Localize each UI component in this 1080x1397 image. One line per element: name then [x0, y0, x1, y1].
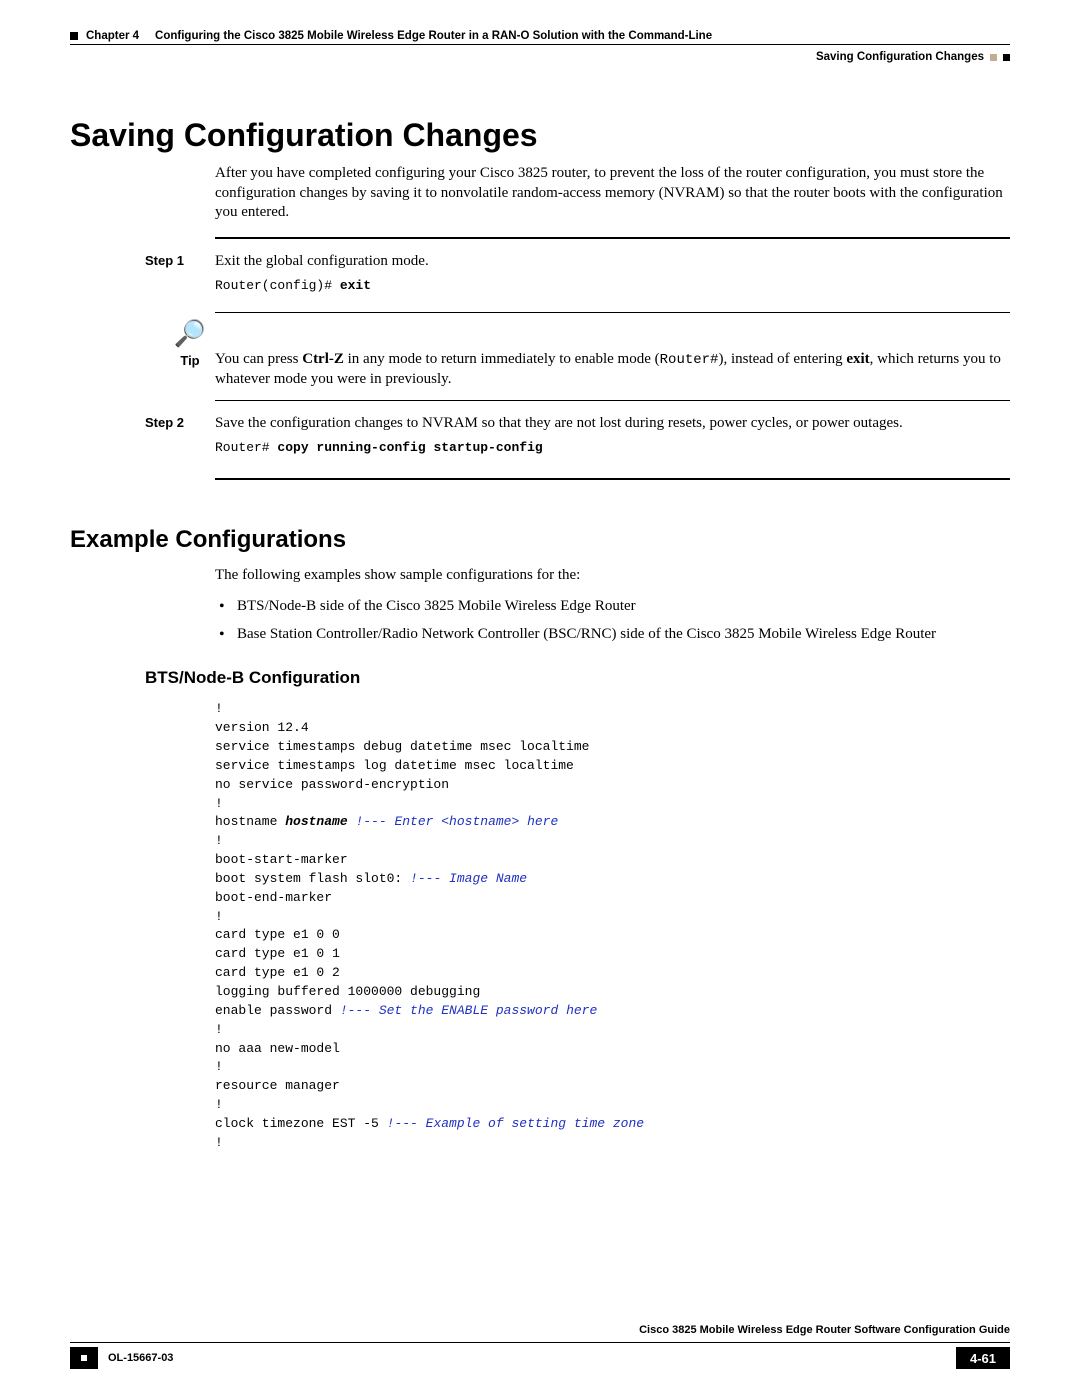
footer-doc-id: OL-15667-03	[98, 1352, 956, 1364]
rule-before-tip	[215, 312, 1010, 313]
cfg-l5: no service password-encryption	[215, 777, 449, 792]
cfg-l10b: !--- Image Name	[402, 871, 527, 886]
h2-example-configs: Example Configurations	[70, 526, 1010, 554]
page-header: Chapter 4 Configuring the Cisco 3825 Mob…	[70, 30, 1010, 44]
step-1-code-prompt: Router(config)#	[215, 278, 340, 293]
tip-text-1: You can press	[215, 351, 302, 367]
footer-bar: OL-15667-03 4-61	[70, 1347, 1010, 1369]
tip-kbd: Ctrl-Z	[302, 351, 344, 367]
cfg-l17b: !--- Set the ENABLE password here	[340, 1003, 597, 1018]
cfg-l7b: hostname	[285, 814, 347, 829]
tip-icon-column: 🔍 Tip	[165, 321, 215, 368]
tip-inline-code: Router#	[660, 352, 719, 368]
footer-guide-title: Cisco 3825 Mobile Wireless Edge Router S…	[70, 1324, 1010, 1336]
step-2-text: Save the configuration changes to NVRAM …	[215, 413, 1010, 433]
tip-label: Tip	[180, 353, 199, 368]
step-2-code-cmd: copy running-config startup-config	[277, 440, 542, 455]
cfg-l14: card type e1 0 1	[215, 946, 340, 961]
cfg-l9: boot-start-marker	[215, 852, 348, 867]
rule-after-steps	[215, 478, 1010, 480]
h3-bts-config: BTS/Node-B Configuration	[145, 668, 1010, 688]
step-2-code: Router# copy running-config startup-conf…	[215, 439, 1010, 458]
rule-after-tip	[215, 400, 1010, 401]
cfg-l10a: boot system flash slot0:	[215, 871, 402, 886]
rule-before-steps	[215, 237, 1010, 239]
step-2-code-prompt: Router#	[215, 440, 277, 455]
cfg-l7a: hostname	[215, 814, 285, 829]
config-listing: ! version 12.4 service timestamps debug …	[215, 700, 1010, 1152]
step-1-code-cmd: exit	[340, 278, 371, 293]
cfg-l22: !	[215, 1097, 223, 1112]
cfg-l11: boot-end-marker	[215, 890, 332, 905]
cfg-l12: !	[215, 909, 223, 924]
chapter-title: Configuring the Cisco 3825 Mobile Wirele…	[155, 30, 712, 42]
cfg-l2: version 12.4	[215, 720, 309, 735]
cfg-l16: logging buffered 1000000 debugging	[215, 984, 480, 999]
tip-exit-bold: exit	[846, 351, 869, 367]
step-2: Step 2 Save the configuration changes to…	[145, 413, 1010, 464]
chapter-label: Chapter 4	[86, 30, 139, 42]
magnifier-icon: 🔍	[174, 321, 206, 347]
cfg-l6: !	[215, 796, 223, 811]
cfg-l7c: !--- Enter <hostname> here	[348, 814, 559, 829]
cfg-l18: !	[215, 1022, 223, 1037]
step-1-body: Exit the global configuration mode. Rout…	[215, 251, 1010, 302]
cfg-l17a: enable password	[215, 1003, 340, 1018]
step-1-text: Exit the global configuration mode.	[215, 251, 1010, 271]
step-1: Step 1 Exit the global configuration mod…	[145, 251, 1010, 302]
intro-paragraph: After you have completed configuring you…	[215, 164, 1010, 223]
examples-bullets: BTS/Node-B side of the Cisco 3825 Mobile…	[215, 597, 1010, 644]
examples-intro: The following examples show sample confi…	[215, 566, 1010, 586]
step-2-body: Save the configuration changes to NVRAM …	[215, 413, 1010, 464]
section-title-right: Saving Configuration Changes	[816, 51, 984, 63]
bullet-1: BTS/Node-B side of the Cisco 3825 Mobile…	[215, 597, 1010, 617]
step-2-label: Step 2	[145, 413, 215, 464]
tip-block: 🔍 Tip You can press Ctrl-Z in any mode t…	[165, 321, 1010, 390]
tip-body: You can press Ctrl-Z in any mode to retu…	[215, 321, 1010, 390]
step-1-code: Router(config)# exit	[215, 277, 1010, 296]
footer-left-block	[70, 1347, 98, 1369]
cfg-l23b: !--- Example of setting time zone	[387, 1116, 644, 1131]
footer-dot-icon	[81, 1355, 87, 1361]
header-square-icon	[70, 32, 78, 40]
h1-saving-config: Saving Configuration Changes	[70, 117, 1010, 154]
footer-rule	[70, 1342, 1010, 1343]
cfg-l19: no aaa new-model	[215, 1041, 340, 1056]
tip-text-2: in any mode to return immediately to ena…	[344, 351, 660, 367]
page-footer: Cisco 3825 Mobile Wireless Edge Router S…	[70, 1324, 1010, 1369]
cfg-l21: resource manager	[215, 1078, 340, 1093]
cfg-l4: service timestamps log datetime msec loc…	[215, 758, 574, 773]
cfg-l13: card type e1 0 0	[215, 927, 340, 942]
step-1-label: Step 1	[145, 251, 215, 302]
cfg-l3: service timestamps debug datetime msec l…	[215, 739, 589, 754]
cfg-l15: card type e1 0 2	[215, 965, 340, 980]
cfg-l1: !	[215, 701, 223, 716]
footer-page-number: 4-61	[956, 1347, 1010, 1369]
cfg-l23a: clock timezone EST -5	[215, 1116, 387, 1131]
cfg-l20: !	[215, 1059, 223, 1074]
bullet-2: Base Station Controller/Radio Network Co…	[215, 625, 1010, 645]
subheader-square-light-icon	[990, 54, 997, 61]
subheader-square-dark-icon	[1003, 54, 1010, 61]
tip-text-3: ), instead of entering	[718, 351, 846, 367]
cfg-l8: !	[215, 833, 223, 848]
cfg-l24: !	[215, 1135, 223, 1150]
subheader: Saving Configuration Changes	[70, 51, 1010, 63]
header-rule	[70, 44, 1010, 45]
